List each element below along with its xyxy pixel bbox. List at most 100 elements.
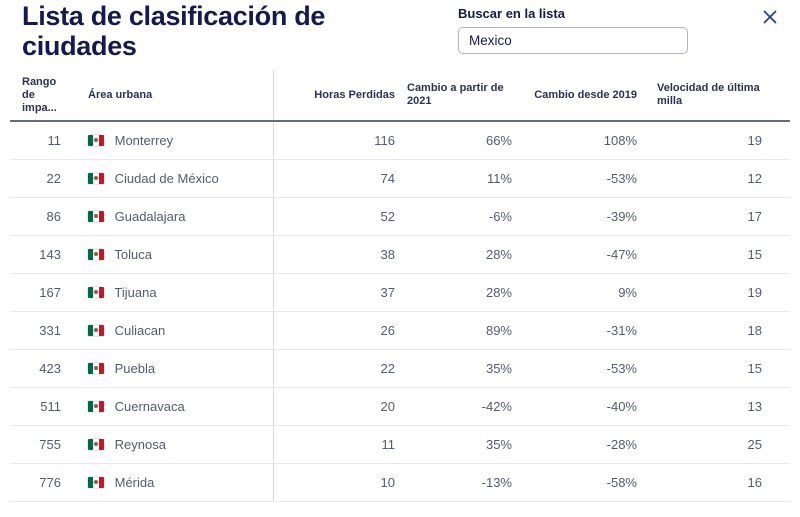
change-2021-cell: 11% <box>395 159 512 198</box>
mexico-flag-icon <box>88 286 104 298</box>
change-2019-cell: -53% <box>512 349 637 388</box>
mexico-flag-icon <box>88 324 104 336</box>
city-cell: Monterrey <box>65 121 273 160</box>
city-cell: Tijuana <box>65 273 273 312</box>
change-2019-cell: -58% <box>512 463 637 502</box>
rank-cell: 167 <box>10 273 65 312</box>
city-name: Reynosa <box>114 436 166 452</box>
table-row[interactable]: 755 Reynosa 11 35% -28% 25 <box>10 425 790 464</box>
mexico-flag-icon <box>88 248 104 260</box>
change-2021-cell: -42% <box>395 387 512 426</box>
mexico-flag-icon <box>88 362 104 374</box>
hours-lost-cell: 26 <box>272 311 395 350</box>
table-row[interactable]: 11 Monterrey 116 66% 108% 19 <box>10 121 790 160</box>
city-name: Culiacan <box>114 322 166 338</box>
rank-cell: 11 <box>10 121 65 160</box>
hours-lost-cell: 22 <box>272 349 395 388</box>
col-header-change-2021[interactable]: Cambio a partir de 2021 <box>395 70 512 122</box>
rank-cell: 511 <box>10 387 65 426</box>
close-icon <box>763 10 777 24</box>
city-name: Toluca <box>114 246 152 262</box>
table-row[interactable]: 331 Culiacan 26 89% -31% 18 <box>10 311 790 350</box>
last-mile-speed-cell: 15 <box>637 235 790 274</box>
city-cell: Toluca <box>65 235 273 274</box>
last-mile-speed-cell: 19 <box>637 121 790 160</box>
table-row[interactable]: 22 Ciudad de México 74 11% -53% 12 <box>10 159 790 198</box>
last-mile-speed-cell: 16 <box>637 463 790 502</box>
table-row[interactable]: 167 Tijuana 37 28% 9% 19 <box>10 273 790 312</box>
search-area: Buscar en la lista <box>458 6 688 54</box>
hours-lost-cell: 116 <box>272 121 395 160</box>
table-row[interactable]: 423 Puebla 22 35% -53% 15 <box>10 349 790 388</box>
last-mile-speed-cell: 17 <box>637 197 790 236</box>
rank-cell: 143 <box>10 235 65 274</box>
hours-lost-cell: 10 <box>272 463 395 502</box>
hours-lost-cell: 20 <box>272 387 395 426</box>
col-header-urban-area[interactable]: Área urbana <box>65 70 273 122</box>
hours-lost-cell: 74 <box>272 159 395 198</box>
last-mile-speed-cell: 15 <box>637 349 790 388</box>
city-name: Puebla <box>114 360 156 376</box>
change-2019-cell: -31% <box>512 311 637 350</box>
change-2019-cell: -40% <box>512 387 637 426</box>
rank-cell: 331 <box>10 311 65 350</box>
change-2019-cell: 108% <box>512 121 637 160</box>
rank-cell: 423 <box>10 349 65 388</box>
change-2019-cell: -28% <box>512 425 637 464</box>
change-2021-cell: 35% <box>395 349 512 388</box>
city-name: Mérida <box>114 474 155 490</box>
table-row[interactable]: 511 Cuernavaca 20 -42% -40% 13 <box>10 387 790 426</box>
table-row[interactable]: 143 Toluca 38 28% -47% 15 <box>10 235 790 274</box>
city-name: Monterrey <box>114 132 174 148</box>
change-2019-cell: -39% <box>512 197 637 236</box>
city-cell: Mérida <box>65 463 273 502</box>
city-cell: Guadalajara <box>65 197 273 236</box>
hours-lost-cell: 11 <box>272 425 395 464</box>
city-cell: Ciudad de México <box>65 159 273 198</box>
last-mile-speed-cell: 18 <box>637 311 790 350</box>
city-cell: Reynosa <box>65 425 273 464</box>
city-name: Ciudad de México <box>114 170 219 186</box>
city-name: Cuernavaca <box>114 398 185 414</box>
col-header-hours-lost[interactable]: Horas Perdidas <box>272 70 395 122</box>
last-mile-speed-cell: 19 <box>637 273 790 312</box>
change-2021-cell: 66% <box>395 121 512 160</box>
col-header-rank[interactable]: Rango de impa... <box>10 70 65 122</box>
mexico-flag-icon <box>88 134 104 146</box>
rank-cell: 22 <box>10 159 65 198</box>
city-name: Tijuana <box>114 284 157 300</box>
hours-lost-cell: 52 <box>272 197 395 236</box>
change-2021-cell: -6% <box>395 197 512 236</box>
mexico-flag-icon <box>88 172 104 184</box>
change-2019-cell: -47% <box>512 235 637 274</box>
last-mile-speed-cell: 12 <box>637 159 790 198</box>
close-button[interactable] <box>760 7 780 27</box>
change-2021-cell: 35% <box>395 425 512 464</box>
last-mile-speed-cell: 25 <box>637 425 790 464</box>
city-cell: Cuernavaca <box>65 387 273 426</box>
mexico-flag-icon <box>88 438 104 450</box>
change-2021-cell: 89% <box>395 311 512 350</box>
change-2021-cell: 28% <box>395 235 512 274</box>
city-cell: Culiacan <box>65 311 273 350</box>
hours-lost-cell: 37 <box>272 273 395 312</box>
mexico-flag-icon <box>88 400 104 412</box>
table-body: 11 Monterrey 116 66% 108% 19 22 Ciudad d… <box>10 121 790 502</box>
table-row[interactable]: 776 Mérida 10 -13% -58% 16 <box>10 463 790 502</box>
col-header-change-2019[interactable]: Cambio desde 2019 <box>512 70 637 122</box>
table-row[interactable]: 86 Guadalajara 52 -6% -39% 17 <box>10 197 790 236</box>
page-title: Lista de clasificación de ciudades <box>22 1 326 61</box>
city-ranking-table: Rango de impa... Área urbana Horas Perdi… <box>10 70 790 502</box>
rank-cell: 776 <box>10 463 65 502</box>
search-input[interactable] <box>458 27 688 54</box>
rank-cell: 86 <box>10 197 65 236</box>
change-2021-cell: -13% <box>395 463 512 502</box>
change-2019-cell: -53% <box>512 159 637 198</box>
search-label: Buscar en la lista <box>458 6 565 21</box>
table-header: Rango de impa... Área urbana Horas Perdi… <box>10 70 790 122</box>
change-2019-cell: 9% <box>512 273 637 312</box>
col-header-last-mile-speed[interactable]: Velocidad de última milla <box>637 70 790 122</box>
city-name: Guadalajara <box>114 208 186 224</box>
mexico-flag-icon <box>88 210 104 222</box>
